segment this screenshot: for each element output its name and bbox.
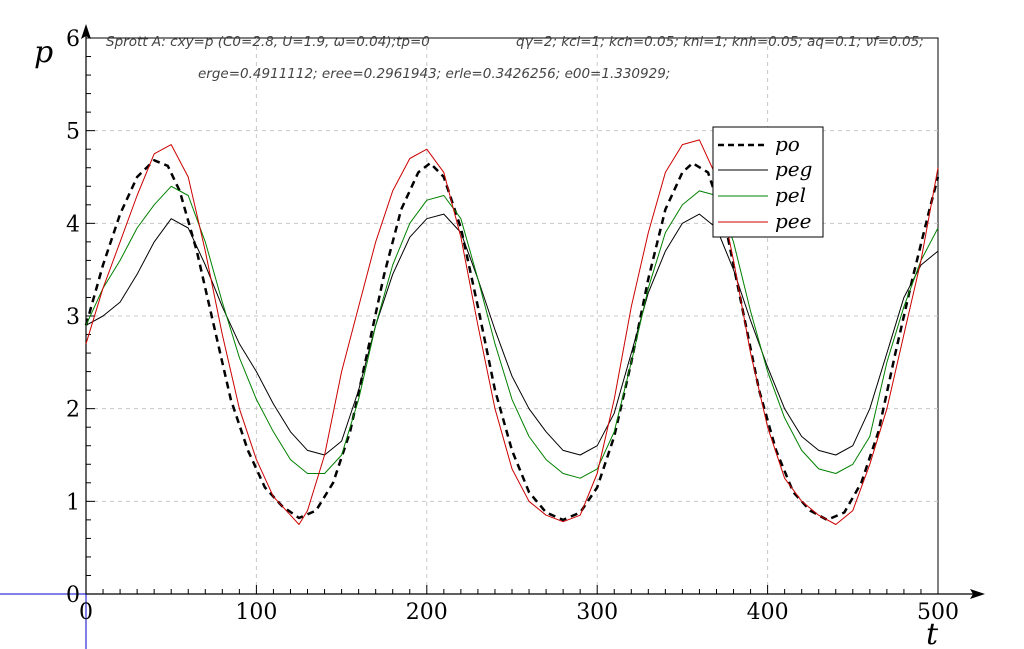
y-axis-label: p xyxy=(34,35,53,70)
y-tick-label: 1 xyxy=(66,490,80,515)
y-axis-arrow-icon xyxy=(81,24,91,39)
x-tick-label: 400 xyxy=(747,600,789,625)
x-tick-label: 100 xyxy=(235,600,277,625)
y-tick-label: 3 xyxy=(66,305,80,330)
legend: po peg pel pee xyxy=(712,126,824,238)
y-tick-label: 4 xyxy=(66,212,80,237)
legend-label-po: po xyxy=(775,132,800,156)
header-line1-left: Sprott A: cxy=p (C0=2.8, U=1.9, ω=0.04);… xyxy=(106,34,430,50)
header-line2: erge=0.4911112; eree=0.2961943; erle=0.3… xyxy=(198,66,670,82)
y-tick-label: 0 xyxy=(66,583,80,608)
header-line1-right: qγ=2; kcl=1; kch=0.05; knl=1; knh=0.05; … xyxy=(516,34,924,50)
x-tick-label: 500 xyxy=(917,600,959,625)
x-axis-arrow-icon xyxy=(970,589,985,599)
x-tick-label: 200 xyxy=(406,600,448,625)
legend-label-pel: pel xyxy=(775,183,806,207)
series-line-pee xyxy=(85,139,939,525)
legend-label-pee: pee xyxy=(775,209,811,233)
series-line-po xyxy=(84,159,940,522)
x-axis-label: t xyxy=(926,617,939,649)
series-lines xyxy=(84,139,940,525)
series-line-pel xyxy=(85,185,939,479)
y-tick-label: 2 xyxy=(66,398,80,423)
grid xyxy=(86,38,938,594)
x-tick-label: 300 xyxy=(576,600,618,625)
legend-label-peg: peg xyxy=(775,157,812,181)
series-line-peg xyxy=(85,213,939,456)
y-tick-label: 5 xyxy=(66,120,80,145)
x-tick-label: 0 xyxy=(79,600,93,625)
axis-tick-labels: 0 100 200 300 400 500 0 1 2 3 4 5 6 xyxy=(66,27,959,625)
y-tick-label: 6 xyxy=(66,27,80,52)
